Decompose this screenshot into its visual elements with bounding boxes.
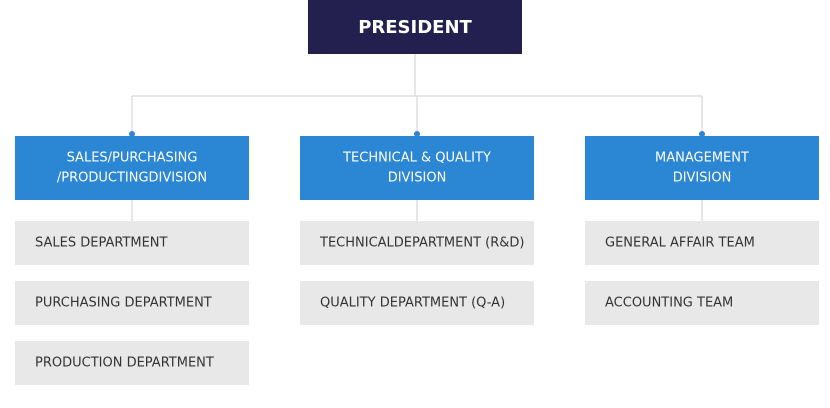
division-title: /PRODUCTINGDIVISION [57, 171, 207, 186]
department-label: TECHNICALDEPARTMENT (R&D) [319, 236, 524, 251]
connector-dot [699, 131, 705, 137]
president-box [308, 0, 522, 54]
division-title: SALES/PURCHASING [67, 151, 198, 166]
department-label: PRODUCTION DEPARTMENT [35, 356, 214, 371]
department-label: PURCHASING DEPARTMENT [35, 296, 212, 311]
department-box [585, 221, 819, 265]
department-label: SALES DEPARTMENT [35, 236, 168, 251]
department-label: GENERAL AFFAIR TEAM [605, 236, 755, 251]
division-box [585, 136, 819, 200]
division-title: DIVISION [673, 171, 732, 186]
department-box [585, 281, 819, 325]
president-label: PRESIDENT [358, 17, 472, 38]
division-title: DIVISION [388, 171, 447, 186]
division-title: MANAGEMENT [655, 151, 749, 166]
division-box [15, 136, 249, 200]
department-box [300, 221, 534, 265]
department-label: ACCOUNTING TEAM [605, 296, 733, 311]
connector-dot [129, 131, 135, 137]
department-box [15, 341, 249, 385]
department-box [300, 281, 534, 325]
connector-dot [414, 131, 420, 137]
department-box [15, 221, 249, 265]
division-box [300, 136, 534, 200]
department-box [15, 281, 249, 325]
division-title: TECHNICAL & QUALITY [342, 151, 491, 166]
department-label: QUALITY DEPARTMENT (Q-A) [320, 296, 505, 311]
